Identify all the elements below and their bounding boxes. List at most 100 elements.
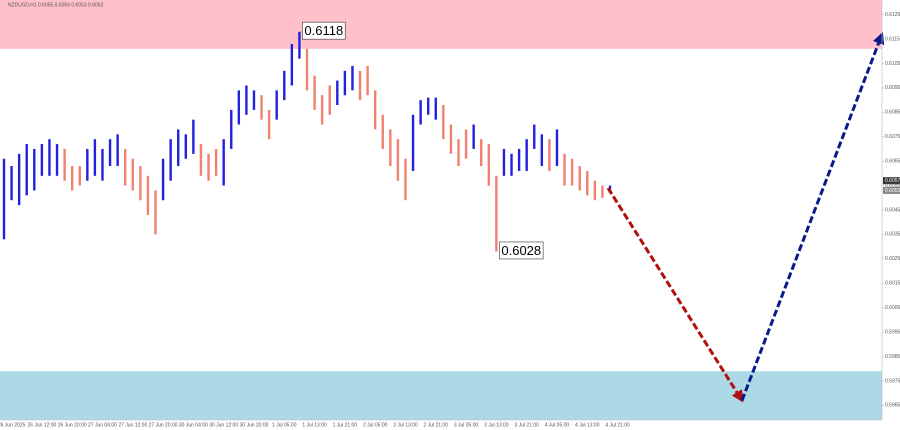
price-bar <box>55 144 59 176</box>
x-tick-label: 27 Jun 04:00 <box>88 422 117 428</box>
price-bar <box>472 124 475 149</box>
price-bar <box>328 85 331 115</box>
price-bar <box>601 185 604 198</box>
price-bar <box>533 124 536 149</box>
price-bar <box>320 95 324 125</box>
y-tick-label: 0.6095 <box>885 85 900 91</box>
price-bar <box>563 153 566 186</box>
x-tick-label: 30 Jun 12:00 <box>209 422 238 428</box>
x-tick-label: 2 Jul 21:00 <box>424 422 449 428</box>
x-tick-label: 3 Jul 21:00 <box>514 422 539 428</box>
price-annotation: 0.6118 <box>304 23 343 38</box>
x-tick-label: 26 Jun 2025 <box>0 422 26 428</box>
price-bar <box>373 90 377 130</box>
price-bar <box>502 148 506 176</box>
price-bar <box>517 148 521 171</box>
price-bar <box>525 139 528 171</box>
y-tick-label: 0.6045 <box>885 207 900 213</box>
x-tick-label: 3 Jul 05:00 <box>454 422 479 428</box>
x-tick-label: 1 Jul 05:00 <box>272 422 297 428</box>
price-bar <box>214 148 218 176</box>
y-tick-label: 0.5975 <box>885 378 900 384</box>
price-bar <box>86 148 89 181</box>
price-bar <box>313 75 316 110</box>
price-bar <box>252 90 256 110</box>
price-bar <box>10 166 13 201</box>
price-bar <box>169 139 172 181</box>
price-bar <box>593 180 597 201</box>
price-bar <box>177 129 180 167</box>
price-bar <box>199 144 203 176</box>
price-bar <box>464 129 468 159</box>
x-tick-label: 4 Jul 13:00 <box>575 422 600 428</box>
price-bar <box>578 166 581 191</box>
y-tick-label: 0.5995 <box>885 329 900 335</box>
price-bar <box>290 43 294 86</box>
y-tick-label: 0.6035 <box>885 232 900 238</box>
y-tick-label: 0.5985 <box>885 354 900 360</box>
price-bar <box>2 158 6 240</box>
x-tick-label: 26 Jun 20:00 <box>58 422 87 428</box>
symbol-info: NZDUSD,H1 0.6055 0.6056 0.6053 0.6053 <box>8 2 104 8</box>
price-bar <box>207 153 210 181</box>
y-tick-label: 0.6105 <box>885 61 900 67</box>
price-bar <box>154 190 157 235</box>
price-bar <box>366 65 369 96</box>
price-bar <box>396 139 400 181</box>
x-tick-label: 1 Jul 21:00 <box>333 422 358 428</box>
x-tick-label: 27 Jun 12:00 <box>118 422 147 428</box>
price-bar <box>184 134 187 159</box>
price-label-box <box>883 186 900 194</box>
zones <box>0 0 882 420</box>
y-tick-label: 0.6085 <box>885 110 900 116</box>
target-zone <box>0 0 882 49</box>
price-bar <box>93 139 97 176</box>
price-label-box <box>883 177 900 185</box>
x-tick-label: 2 Jul 05:00 <box>363 422 388 428</box>
price-bar <box>570 158 574 186</box>
price-bar <box>275 90 278 120</box>
price-annotation: 0.6028 <box>501 243 541 258</box>
price-bar <box>442 105 445 140</box>
price-bar <box>343 70 347 96</box>
forecast-arrow <box>606 187 744 403</box>
price-bar <box>381 114 384 149</box>
x-tick-label: 26 Jun 12:00 <box>27 422 56 428</box>
x-tick-label: 2 Jul 13:00 <box>393 422 418 428</box>
price-bar <box>487 144 490 186</box>
price-bar <box>139 166 142 201</box>
price-bar <box>78 166 81 186</box>
y-tick-label: 0.6025 <box>885 256 900 262</box>
price-bar <box>449 124 453 154</box>
price-bar <box>434 97 437 120</box>
price-bar <box>124 148 127 186</box>
x-tick-label: 30 Jun 04:00 <box>179 422 208 428</box>
price-bar <box>192 119 195 154</box>
price-bar <box>48 139 51 176</box>
price-bar <box>389 129 392 167</box>
overlay: 0.6118 0.6028 0.6057 0.6053 <box>302 21 900 403</box>
price-label: 0.6057 <box>885 178 900 184</box>
price-bar <box>116 134 119 167</box>
price-bar <box>260 95 263 120</box>
y-tick-label: 0.6055 <box>885 183 900 189</box>
y-tick-label: 0.6075 <box>885 134 900 140</box>
price-bar <box>33 148 36 191</box>
price-bar <box>411 114 415 171</box>
price-bar <box>555 129 559 167</box>
price-bar <box>510 153 513 176</box>
price-bar <box>336 80 339 105</box>
price-bar <box>161 158 165 201</box>
price-bar <box>540 134 544 167</box>
price-bar <box>351 65 354 91</box>
price-bar <box>358 70 362 101</box>
annotation-box <box>499 241 544 260</box>
bars <box>2 31 612 252</box>
x-tick-label: 30 Jun 20:00 <box>240 422 269 428</box>
forecast-arrow <box>740 31 885 402</box>
price-bar <box>419 100 422 125</box>
price-bar <box>548 139 551 171</box>
price-bar <box>404 158 407 201</box>
price-bar <box>25 144 28 196</box>
price-bar <box>108 139 112 167</box>
